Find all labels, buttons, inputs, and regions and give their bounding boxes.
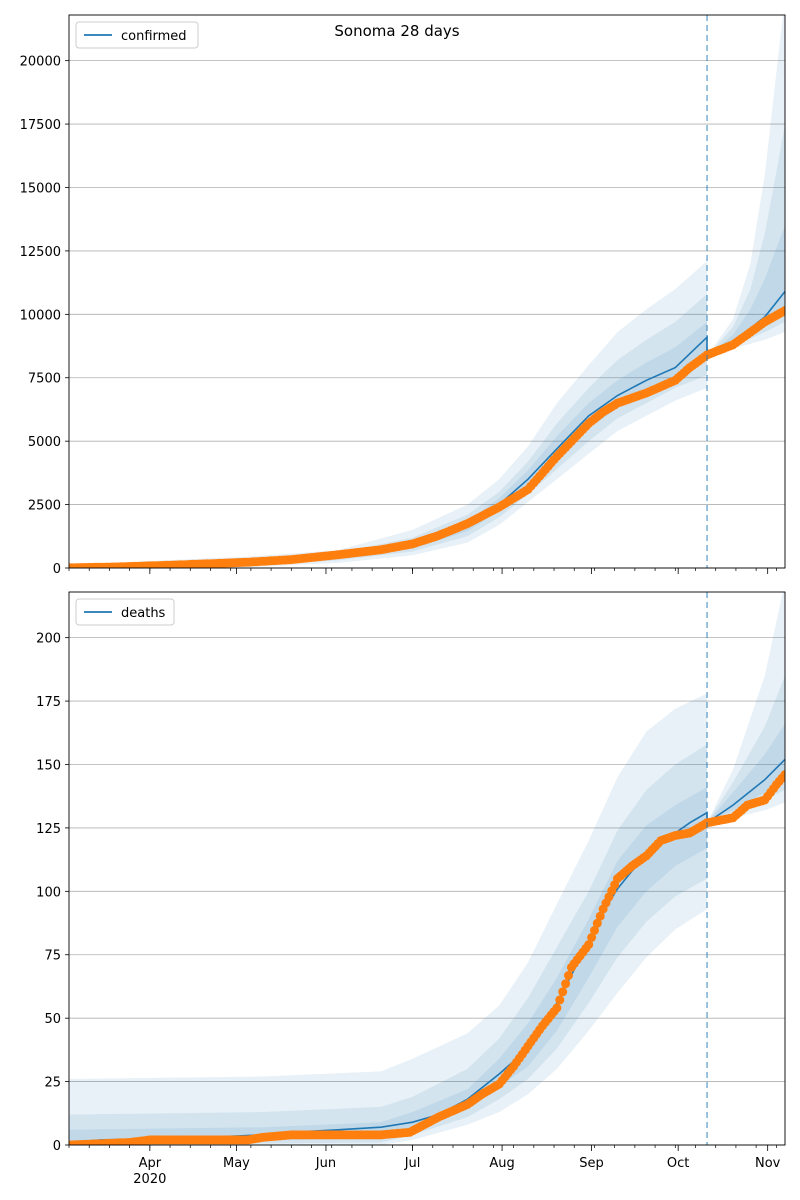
y-tick-label: 17500 [20, 118, 61, 133]
x-tick-label: May [223, 1156, 250, 1171]
uncertainty-band-inner [69, 787, 707, 1145]
observed-point [592, 918, 602, 928]
y-tick-label: 150 [36, 758, 61, 773]
observed-point [552, 1003, 562, 1013]
x-tick-label: Jul [404, 1156, 421, 1171]
observed-point [590, 925, 599, 935]
x-tick-label: Sep [579, 1156, 604, 1171]
uncertainty-band-forecast-middle [707, 675, 785, 823]
legend-box [75, 598, 175, 626]
y-tick-label: 75 [44, 949, 61, 964]
observed-point [561, 979, 571, 989]
y-tick-label: 175 [36, 695, 61, 710]
observed-point [558, 987, 568, 997]
uncertainty-band-outer [69, 693, 707, 1145]
y-tick-label: 25 [44, 1076, 61, 1091]
plot-area [69, 15, 785, 568]
y-tick-label: 2500 [28, 499, 61, 514]
x-tick-label: Nov [755, 1156, 781, 1171]
uncertainty-band-forecast-outer [707, 592, 785, 823]
y-tick-label: 0 [53, 562, 61, 577]
uncertainty-band-forecast-outer [707, 15, 785, 357]
y-tick-label: 0 [53, 1139, 61, 1154]
uncertainty-band-forecast-middle [707, 124, 785, 357]
y-tick-label: 5000 [28, 435, 61, 450]
observed-point [564, 971, 573, 980]
y-tick-label: 50 [44, 1012, 61, 1027]
y-tick-label: 20000 [20, 55, 61, 70]
legend: deaths [75, 598, 175, 626]
legend-label: deaths [121, 606, 166, 621]
y-tick-label: 12500 [20, 245, 61, 260]
axes-frame [68, 591, 786, 1146]
observed-point [555, 995, 565, 1005]
x-tick-label: Apr [139, 1156, 162, 1171]
legend-label: confirmed [121, 29, 187, 44]
y-tick-label: 15000 [20, 181, 61, 196]
observed-point [584, 940, 594, 950]
legend-box [75, 21, 199, 49]
x-tick-sublabel: 2020 [133, 1172, 166, 1187]
observed-points [69, 770, 785, 1145]
y-tick-label: 125 [36, 822, 61, 837]
uncertainty-band-outer [69, 261, 707, 568]
legend: confirmed [75, 21, 199, 49]
uncertainty-band-middle [69, 744, 707, 1145]
y-tick-label: 10000 [20, 308, 61, 323]
figure-title: Sonoma 28 days [334, 22, 459, 40]
observed-point [595, 911, 605, 921]
y-tick-label: 200 [36, 632, 61, 647]
plot-area [69, 592, 785, 1145]
uncertainty-band-forecast-inner [707, 723, 785, 823]
observed-point [587, 933, 597, 942]
y-tick-label: 7500 [28, 372, 61, 387]
axes-frame [68, 14, 786, 569]
x-tick-label: Aug [489, 1156, 514, 1171]
observed-point [780, 306, 785, 315]
observed-points [69, 306, 785, 568]
observed-point [780, 770, 785, 780]
y-tick-label: 100 [36, 885, 61, 900]
confirmed-panel: 0 2500 5000 7500 10000 12500 15000 17500 20000 co… [20, 14, 786, 577]
x-tick-label: Oct [667, 1156, 689, 1171]
x-tick-label: Jun [315, 1156, 336, 1171]
